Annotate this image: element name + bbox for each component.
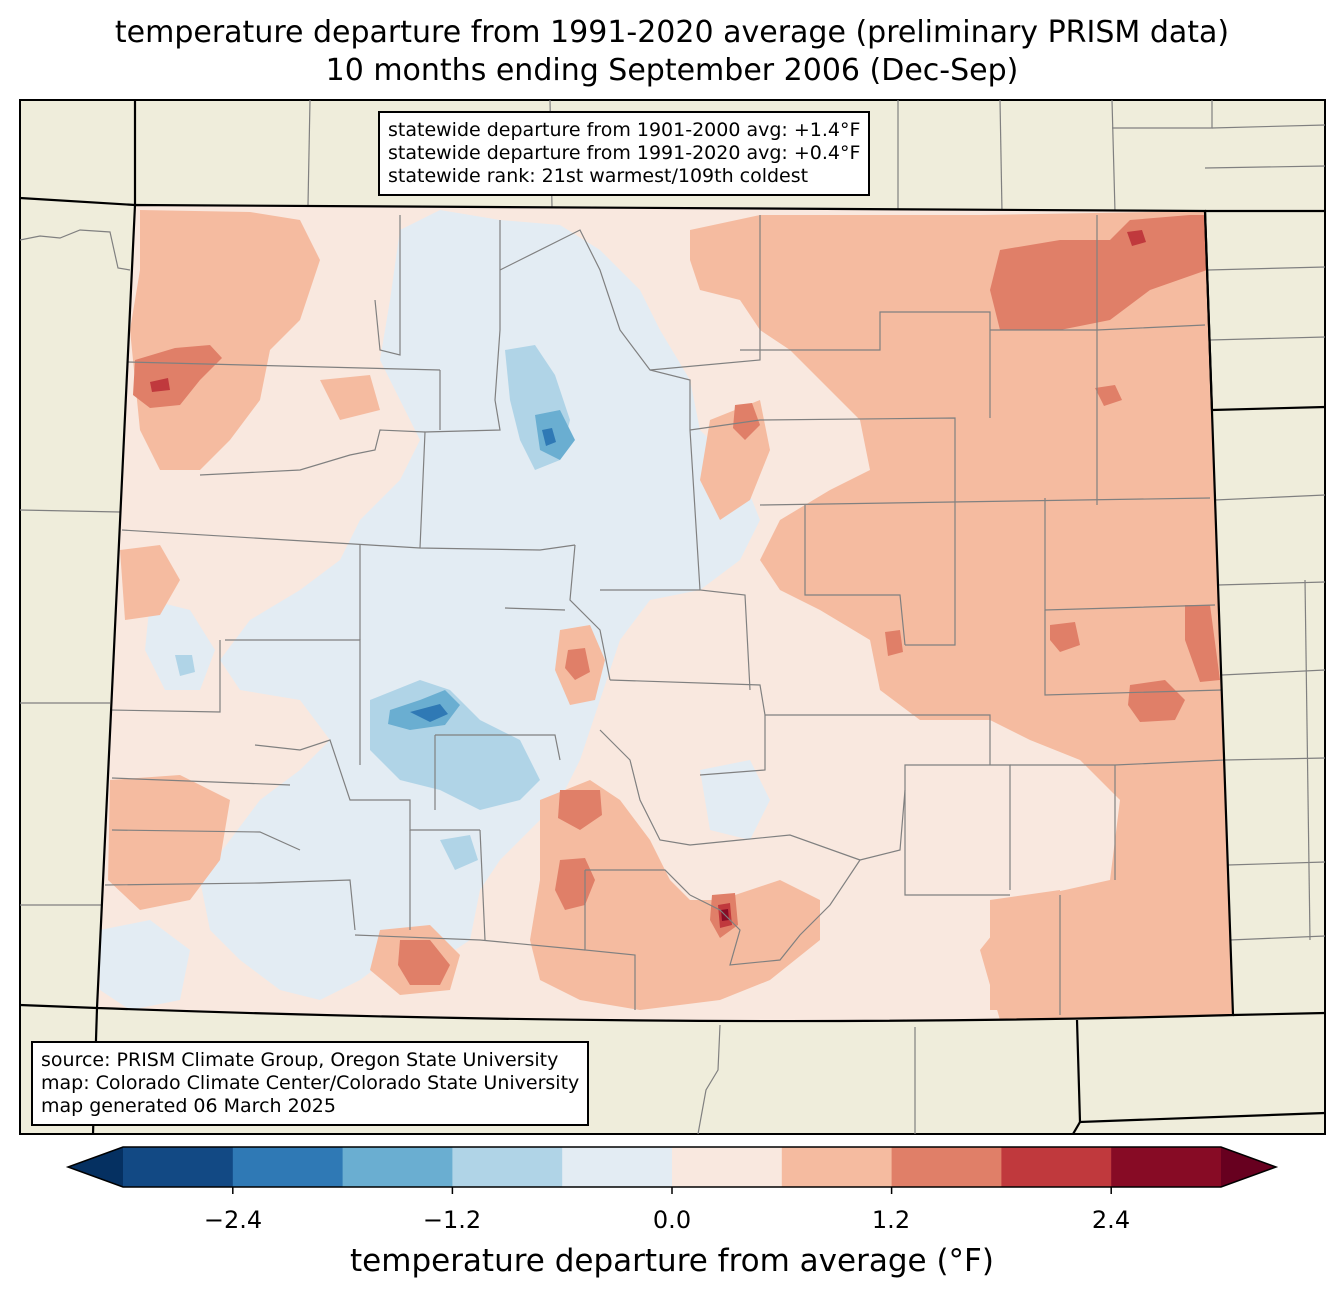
state-boundaries — [20, 100, 1325, 1134]
anomaly-warm-nw-2 — [320, 375, 380, 420]
anomaly-hot-southern — [398, 940, 450, 985]
anomaly-warm-south-central — [530, 780, 820, 1010]
colorbar-bin — [232, 1147, 344, 1187]
source-box: source: PRISM Climate Group, Oregon Stat… — [31, 1041, 590, 1126]
colorbar-tick-label: −2.4 — [203, 1206, 263, 1234]
map-credit-line: map: Colorado Climate Center/Colorado St… — [41, 1072, 580, 1094]
anomaly-cool-central-mountains — [200, 210, 760, 1000]
anomaly-hot-east-3 — [1185, 605, 1220, 682]
colorbar-tick-label: −1.2 — [422, 1206, 482, 1234]
stat-departure-1991-2020: statewide departure from 1991-2020 avg: … — [388, 142, 861, 164]
colorbar-bin — [1001, 1147, 1112, 1187]
colorbar-over-arrow — [1221, 1147, 1276, 1187]
anomaly-hot-nw — [133, 345, 222, 408]
colorado-anomaly-field — [97, 205, 1233, 1022]
anomaly-cool-small-1 — [175, 655, 195, 676]
anomaly-cool-small-2 — [440, 835, 478, 870]
neighbor-county-lines — [20, 100, 1325, 1134]
colorbar-tick-label: 0.0 — [652, 1206, 692, 1234]
anomaly-cool-sw-patch — [100, 920, 190, 1010]
map-title-line-2: 10 months ending September 2006 (Dec-Sep… — [325, 53, 1019, 88]
anomaly-cool-park-core — [535, 410, 575, 460]
colorado-county-lines — [104, 215, 1226, 1015]
anomaly-very-hot-nw — [150, 378, 170, 392]
statewide-stats-box: statewide departure from 1901-2000 avg: … — [378, 111, 871, 196]
anomaly-warm-west — [120, 545, 180, 620]
anomaly-hot-east-2 — [1050, 622, 1080, 652]
colorbar-bin — [342, 1147, 453, 1187]
colorbar-tick-label: 1.2 — [871, 1206, 911, 1234]
colorbar-outline — [65, 1146, 1279, 1188]
colorbar — [65, 1146, 1279, 1194]
anomaly-warm-sw — [108, 775, 230, 910]
anomaly-hot-east-1 — [1128, 680, 1185, 722]
stat-departure-1901-2000: statewide departure from 1901-2000 avg: … — [388, 119, 861, 141]
colorbar-bin — [672, 1147, 783, 1187]
colorbar-tick-label: 2.4 — [1091, 1206, 1131, 1234]
anomaly-hot-central-spot — [565, 648, 590, 680]
colorbar-bin — [123, 1147, 234, 1187]
anomaly-very-hot-ne — [1127, 230, 1146, 246]
colorbar-bin — [1111, 1147, 1222, 1187]
anomaly-hot-upper-ark — [558, 790, 602, 830]
colorbar-bin — [781, 1147, 893, 1187]
colorbar-bin — [562, 1147, 673, 1187]
anomaly-warm-se-strip — [990, 890, 1060, 1010]
anomaly-hot-northeast-spot — [1095, 385, 1122, 406]
source-line: source: PRISM Climate Group, Oregon Stat… — [41, 1049, 559, 1071]
anomaly-cool-nw-patch — [145, 600, 215, 690]
anomaly-cool-deep-2 — [542, 428, 556, 446]
colorbar-bin — [891, 1147, 1002, 1187]
colorbar-under-arrow — [68, 1147, 123, 1187]
stat-rank: statewide rank: 21st warmest/109th colde… — [388, 165, 809, 187]
anomaly-hot-ne-corner — [990, 215, 1207, 330]
map-title-line-1: temperature departure from 1991-2020 ave… — [114, 15, 1230, 50]
colorbar-bin — [452, 1147, 563, 1187]
anomaly-hot-plains-spot — [885, 630, 903, 656]
anomaly-cool-deep-1 — [410, 704, 448, 722]
generated-date-line: map generated 06 March 2025 — [41, 1095, 336, 1117]
colorbar-label: temperature departure from average (°F) — [350, 1243, 994, 1279]
anomaly-cool-se-patch — [700, 760, 770, 840]
